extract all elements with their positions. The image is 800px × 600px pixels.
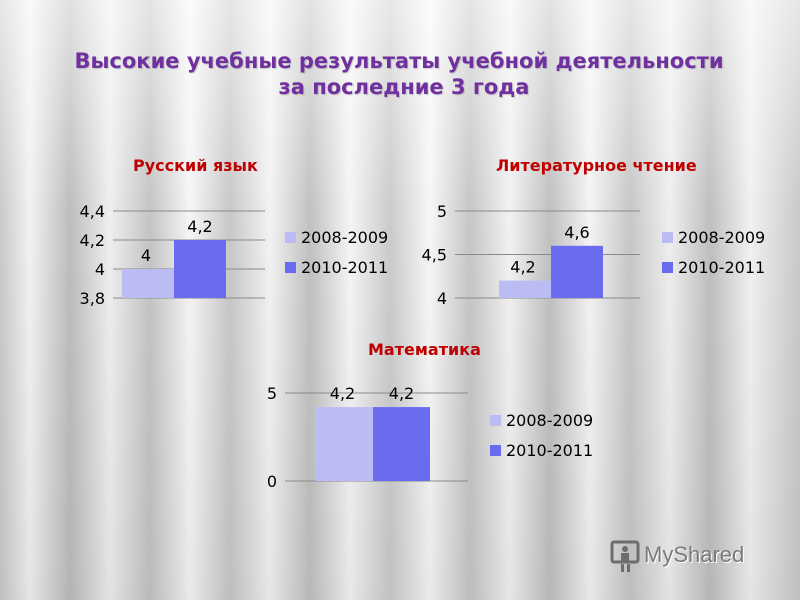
legend-swatch	[662, 232, 673, 243]
data-label: 4,2	[389, 384, 414, 403]
y-tick-label: 4	[437, 289, 447, 308]
bar-2008-2009	[316, 407, 373, 481]
bar-2010-2011	[373, 407, 430, 481]
legend-swatch	[490, 415, 501, 426]
bar-2008-2009	[122, 269, 174, 298]
legend-swatch	[662, 262, 673, 273]
watermark-text: MyShared	[644, 542, 745, 567]
bar-2010-2011	[174, 240, 226, 298]
data-label: 4,6	[564, 223, 589, 242]
y-tick-label: 4,2	[80, 231, 105, 250]
legend-entry: 2010-2011	[506, 441, 593, 460]
legend-swatch	[490, 445, 501, 456]
chart-1-title: Русский язык	[133, 156, 258, 175]
y-tick-label: 4,4	[80, 202, 105, 221]
chart-3-title: Математика	[368, 340, 481, 359]
y-tick-label: 0	[267, 472, 277, 491]
bar-2008-2009	[499, 280, 551, 298]
legend-entry: 2008-2009	[506, 411, 593, 430]
title-line-2: за последние 3 года	[278, 75, 530, 99]
legend-entry: 2008-2009	[678, 228, 765, 247]
myshared-watermark: MyShared	[610, 538, 770, 574]
monitor-person-icon	[610, 540, 640, 572]
legend-swatch	[285, 262, 296, 273]
slide-title: Высокие учебные результаты учебной деяте…	[0, 48, 800, 100]
data-label: 4	[141, 246, 151, 265]
y-tick-label: 5	[437, 202, 447, 221]
legend-swatch	[285, 232, 296, 243]
data-label: 4,2	[187, 217, 212, 236]
data-label: 4,2	[510, 258, 535, 277]
chart-2-title: Литературное чтение	[496, 156, 697, 175]
title-line-1: Высокие учебные результаты учебной деяте…	[74, 49, 724, 73]
y-tick-label: 3,8	[80, 289, 105, 308]
y-tick-label: 4,5	[422, 246, 447, 265]
y-tick-label: 5	[267, 384, 277, 403]
data-label: 4,2	[330, 384, 355, 403]
y-tick-label: 4	[95, 260, 105, 279]
legend-entry: 2008-2009	[301, 228, 388, 247]
legend-entry: 2010-2011	[678, 258, 765, 277]
legend-entry: 2010-2011	[301, 258, 388, 277]
bar-2010-2011	[551, 245, 603, 298]
